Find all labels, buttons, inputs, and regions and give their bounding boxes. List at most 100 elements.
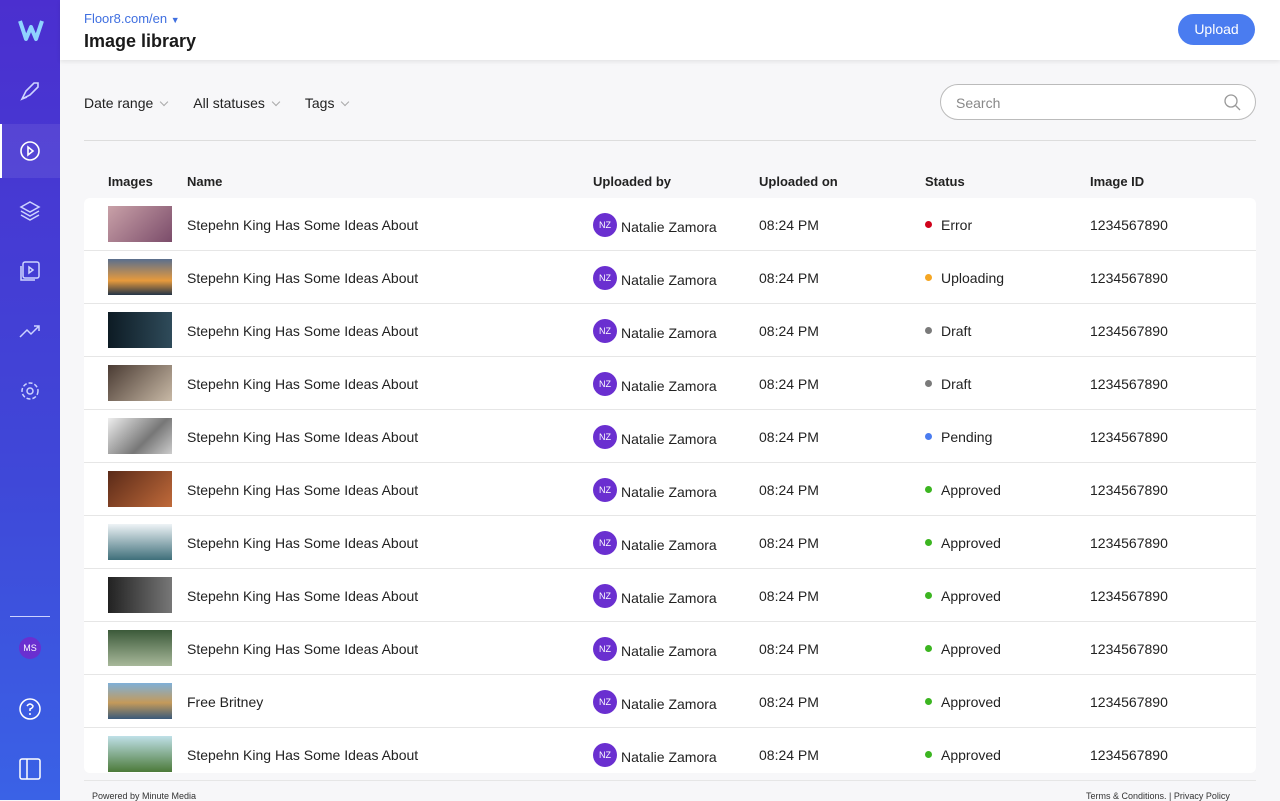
- filter-dropdown[interactable]: All statuses: [193, 95, 279, 111]
- terms-link[interactable]: Terms & Conditions. |: [1086, 791, 1172, 801]
- uploader-avatar: NZ: [593, 425, 617, 449]
- powered-by: Powered by Minute Media: [92, 791, 197, 801]
- upload-time: 08:24 PM: [759, 747, 819, 763]
- nav-layers[interactable]: [18, 199, 42, 223]
- image-id: 1234567890: [1090, 217, 1168, 233]
- uploader-name: Natalie Zamora: [621, 643, 717, 659]
- column-header: Images: [108, 174, 153, 189]
- nav-active: [0, 124, 60, 178]
- filters: Date range All statuses Tags: [84, 95, 348, 111]
- uploader-name: Natalie Zamora: [621, 590, 717, 606]
- table-row[interactable]: Free Britney NZ Natalie Zamora 08:24 PM Appr…: [84, 675, 1256, 728]
- status-label: Pending: [941, 429, 993, 445]
- table-row[interactable]: Stepehn King Has Some Ideas About NZ Natal…: [84, 410, 1256, 463]
- table-row[interactable]: Stepehn King Has Some Ideas About NZ Natal…: [84, 198, 1256, 251]
- image-thumbnail: [108, 365, 172, 401]
- table-row[interactable]: Stepehn King Has Some Ideas About NZ Natal…: [84, 622, 1256, 675]
- status-dot: [925, 274, 932, 281]
- image-name: Stepehn King Has Some Ideas About: [187, 747, 419, 763]
- table-row[interactable]: Stepehn King Has Some Ideas About NZ Natal…: [84, 569, 1256, 622]
- image-id: 1234567890: [1090, 270, 1168, 286]
- uploader-avatar: NZ: [593, 637, 617, 661]
- table-row[interactable]: Stepehn King Has Some Ideas About NZ Natal…: [84, 463, 1256, 516]
- table-row[interactable]: Stepehn King Has Some Ideas About NZ Natal…: [84, 516, 1256, 569]
- uploader-avatar: NZ: [593, 266, 617, 290]
- upload-time: 08:24 PM: [759, 482, 819, 498]
- status-label: Approved: [941, 535, 1001, 551]
- nav-media[interactable]: [18, 139, 42, 163]
- search-box[interactable]: Search: [940, 84, 1256, 120]
- nav-settings[interactable]: [18, 379, 42, 403]
- nav-video[interactable]: [18, 259, 42, 283]
- footer-links: Terms & Conditions. | Privacy Policy: [1086, 791, 1230, 801]
- status-label: Approved: [941, 747, 1001, 763]
- sidebar: MS: [0, 0, 60, 800]
- image-name: Stepehn King Has Some Ideas About: [187, 217, 419, 233]
- image-name: Free Britney: [187, 694, 264, 710]
- image-thumbnail: [108, 524, 172, 560]
- user-avatar[interactable]: MS: [19, 637, 41, 659]
- status-dot: [925, 645, 932, 652]
- header: Floor8.com/en ▼ Image library Upload: [60, 0, 1280, 60]
- status-dot: [925, 221, 932, 228]
- filter-dropdown[interactable]: Tags: [305, 95, 349, 111]
- image-name: Stepehn King Has Some Ideas About: [187, 535, 419, 551]
- table-row[interactable]: Stepehn King Has Some Ideas About NZ Natal…: [84, 357, 1256, 410]
- status-label: Draft: [941, 376, 972, 392]
- image-id: 1234567890: [1090, 588, 1168, 604]
- status-dot: [925, 327, 932, 334]
- uploader-name: Natalie Zamora: [621, 696, 717, 712]
- image-name: Stepehn King Has Some Ideas About: [187, 323, 419, 339]
- image-id: 1234567890: [1090, 694, 1168, 710]
- upload-time: 08:24 PM: [759, 641, 819, 657]
- search-placeholder: Search: [956, 95, 1001, 111]
- upload-time: 08:24 PM: [759, 217, 819, 233]
- status-label: Approved: [941, 588, 1001, 604]
- status-label: Approved: [941, 694, 1001, 710]
- uploader-name: Natalie Zamora: [621, 325, 717, 341]
- site-name: Floor8.com/en: [84, 11, 168, 26]
- image-id: 1234567890: [1090, 482, 1168, 498]
- status-dot: [925, 486, 932, 493]
- filter-dropdown[interactable]: Date range: [84, 95, 167, 111]
- table-row[interactable]: Stepehn King Has Some Ideas About NZ Natal…: [84, 251, 1256, 304]
- table-body: Stepehn King Has Some Ideas About NZ Natal…: [84, 198, 1256, 781]
- image-thumbnail: [108, 630, 172, 666]
- upload-time: 08:24 PM: [759, 694, 819, 710]
- image-thumbnail: [108, 577, 172, 613]
- status-dot: [925, 539, 932, 546]
- nav-launch[interactable]: [18, 79, 42, 103]
- uploader-avatar: NZ: [593, 531, 617, 555]
- uploader-avatar: NZ: [593, 213, 617, 237]
- divider: [84, 140, 1256, 141]
- table-row[interactable]: Stepehn King Has Some Ideas About NZ Natal…: [84, 728, 1256, 781]
- nav-help[interactable]: [18, 697, 42, 721]
- site-selector[interactable]: Floor8.com/en ▼: [84, 11, 180, 26]
- table-row[interactable]: Stepehn King Has Some Ideas About NZ Natal…: [84, 304, 1256, 357]
- uploader-avatar: NZ: [593, 319, 617, 343]
- nav-analytics[interactable]: [18, 319, 42, 343]
- privacy-link[interactable]: Privacy Policy: [1173, 791, 1230, 801]
- upload-time: 08:24 PM: [759, 376, 819, 392]
- page-title: Image library: [84, 31, 197, 51]
- upload-time: 08:24 PM: [759, 429, 819, 445]
- uploader-name: Natalie Zamora: [621, 537, 717, 553]
- uploader-avatar: NZ: [593, 478, 617, 502]
- uploader-avatar: NZ: [593, 743, 617, 767]
- uploader-name: Natalie Zamora: [621, 484, 717, 500]
- image-id: 1234567890: [1090, 641, 1168, 657]
- column-header: Image ID: [1090, 174, 1145, 189]
- nav-collapse[interactable]: [18, 757, 42, 781]
- sidebar-divider: [10, 616, 50, 617]
- image-id: 1234567890: [1090, 535, 1168, 551]
- status-label: Approved: [941, 482, 1001, 498]
- uploader-avatar: NZ: [593, 372, 617, 396]
- upload-time: 08:24 PM: [759, 535, 819, 551]
- column-header: Uploaded by: [593, 174, 672, 189]
- upload-button[interactable]: Upload: [1178, 14, 1255, 45]
- uploader-name: Natalie Zamora: [621, 431, 717, 447]
- status-dot: [925, 751, 932, 758]
- logo: [18, 20, 44, 41]
- column-header: Name: [187, 174, 223, 189]
